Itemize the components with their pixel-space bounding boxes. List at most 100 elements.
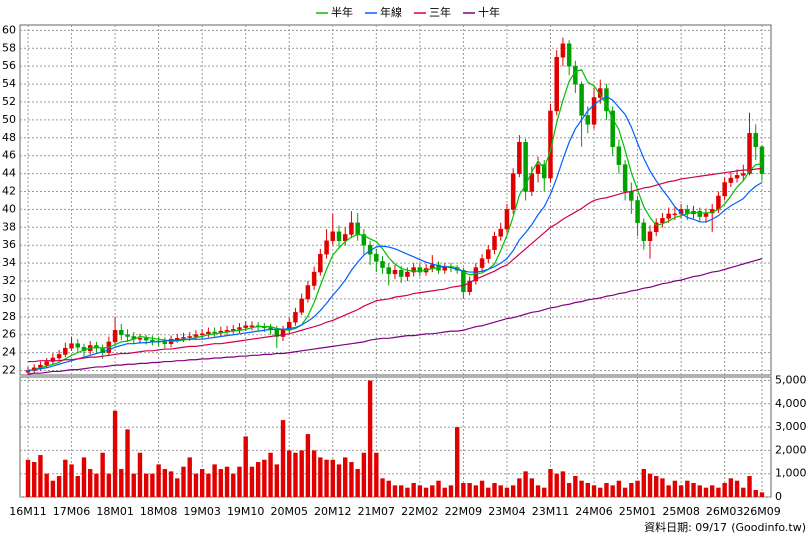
candle-body <box>542 164 547 179</box>
candle-body <box>175 338 180 340</box>
y-tick-label: 52 <box>2 95 16 108</box>
volume-bar <box>585 483 590 497</box>
volume-bar <box>50 480 56 497</box>
source: (Goodinfo.tw) <box>731 521 806 534</box>
volume-bar <box>324 459 329 497</box>
x-tick-label: 22M02 <box>401 505 439 518</box>
y-tick-label: 44 <box>2 167 16 180</box>
candle-body <box>206 331 211 335</box>
volume-bar <box>566 483 572 497</box>
x-tick-label: 16M11 <box>9 505 47 518</box>
volume-bar <box>162 469 168 497</box>
volume-bar <box>212 464 217 497</box>
volume-bar <box>710 485 715 497</box>
candle-body <box>380 261 385 268</box>
volume-bar <box>753 490 758 497</box>
candle-body <box>199 333 205 336</box>
candle-body <box>666 213 671 219</box>
candle-body <box>653 222 659 233</box>
volume-bar <box>697 485 702 497</box>
x-tick-label: 18M01 <box>96 505 134 518</box>
volume-bar <box>560 471 566 497</box>
volume-bar <box>268 452 273 497</box>
candle-body <box>25 370 31 373</box>
candle-body <box>50 357 56 362</box>
volume-tick-label: 4,000 <box>775 397 807 410</box>
x-tick-label: 18M08 <box>140 505 178 518</box>
volume-bar <box>703 487 709 497</box>
candle-body <box>237 327 242 330</box>
volume-bar <box>542 487 547 497</box>
volume-bar <box>573 476 578 497</box>
volume-bar <box>367 380 373 497</box>
volume-bar <box>175 478 180 497</box>
candle-body <box>585 115 591 125</box>
candle-body <box>635 200 640 224</box>
candle-body <box>467 280 472 293</box>
candle-body <box>647 231 653 241</box>
volume-bar <box>112 410 118 497</box>
y-tick-label: 46 <box>2 149 16 162</box>
candle-body <box>560 43 566 58</box>
volume-bar <box>231 473 236 497</box>
candle-body <box>318 253 323 273</box>
volume-bar <box>629 483 634 497</box>
volume-bar <box>591 485 597 497</box>
candle-body <box>374 253 379 262</box>
volume-bar <box>330 459 335 497</box>
volume-bar <box>672 480 678 497</box>
volume-bar <box>386 480 391 497</box>
volume-bar <box>181 466 186 497</box>
volume-bar <box>44 473 49 497</box>
volume-bar <box>150 473 155 497</box>
candle-body <box>759 146 765 174</box>
x-tick-label: 20M12 <box>314 505 352 518</box>
candle-body <box>728 177 734 183</box>
volume-bar <box>442 487 447 497</box>
candle-body <box>224 329 230 332</box>
candle-body <box>405 271 410 277</box>
x-tick-label: 26M03 <box>706 505 744 518</box>
volume-bar <box>199 469 205 497</box>
candle-body <box>243 325 248 328</box>
volume-bar <box>504 487 510 497</box>
volume-bar <box>498 485 503 497</box>
x-tick-label: 26M09 <box>743 505 781 518</box>
volume-bar <box>678 485 684 497</box>
candle-body <box>361 234 367 246</box>
volume-bar <box>361 452 367 497</box>
candle-body <box>672 213 678 216</box>
candle-body <box>492 236 497 250</box>
volume-bar <box>280 420 286 497</box>
x-tick-label: 19M10 <box>227 505 265 518</box>
volume-bar <box>343 457 348 497</box>
candle-body <box>119 329 124 335</box>
legend-label: 三年 <box>429 5 451 19</box>
ma-line <box>27 95 763 372</box>
candle-body <box>305 285 311 300</box>
volume-bar <box>125 429 130 497</box>
y-tick-label: 28 <box>2 310 16 323</box>
volume-bar <box>249 466 255 497</box>
volume-bar <box>143 473 149 497</box>
volume-bar <box>647 473 653 497</box>
volume-tick-label: 2,000 <box>775 443 807 456</box>
candle-body <box>417 267 423 273</box>
x-tick-label: 20M05 <box>270 505 308 518</box>
volume-bar <box>535 485 541 497</box>
candle-body <box>566 43 572 67</box>
volume-bar <box>728 478 734 497</box>
candle-body <box>249 325 255 328</box>
y-tick-label: 54 <box>2 77 16 90</box>
volume-bar <box>430 485 435 497</box>
volume-bar <box>137 452 143 497</box>
volume-bar <box>722 483 727 497</box>
volume-bar <box>685 480 690 497</box>
volume-bar <box>355 469 360 497</box>
volume-bar <box>579 480 584 497</box>
volume-bar <box>224 466 230 497</box>
candle-body <box>573 65 578 85</box>
candle-body <box>311 271 317 286</box>
candle-body <box>548 110 553 179</box>
volume-bar <box>635 480 640 497</box>
